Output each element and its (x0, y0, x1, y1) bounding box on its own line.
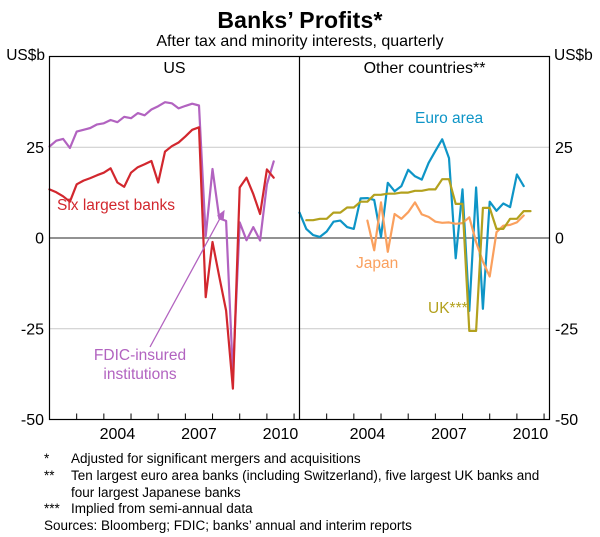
y-tick-label-left-25: 25 (26, 140, 44, 157)
series-label-six-largest-banks: Six largest banks (57, 197, 176, 214)
x-tick-label-2007: 2007 (431, 426, 467, 443)
footnote-marker: * (44, 451, 50, 466)
footnote-marker: *** (44, 501, 60, 517)
footnote-text: Ten largest euro area banks (including S… (71, 467, 540, 500)
x-tick-label-2004: 2004 (100, 426, 136, 443)
series-label-fdic-insured-institutions: FDIC-insured institutions (93, 347, 187, 383)
footnote-row: ** Ten largest euro area banks (includin… (44, 468, 564, 502)
footnote-row: * Adjusted for significant mergers and a… (44, 451, 564, 468)
footnotes: * Adjusted for significant mergers and a… (44, 451, 564, 535)
panel-title-other-countries: Other countries** (363, 60, 486, 77)
x-tick-label-2010: 2010 (263, 426, 299, 443)
y-tick-label-right-0: 0 (555, 231, 564, 248)
y-tick-label-left--25: -25 (21, 321, 44, 338)
x-tick-label-2004: 2004 (350, 426, 386, 443)
series-label-euro-area: Euro area (415, 110, 484, 127)
series-label-japan: Japan (356, 255, 399, 272)
chart-subtitle: After tax and minority interests, quarte… (156, 33, 444, 50)
x-tick-label-2010: 2010 (513, 426, 549, 443)
footnote-text: Adjusted for significant mergers and acq… (71, 451, 361, 466)
y-tick-label-left-0: 0 (35, 231, 44, 248)
y-tick-label-right--50: -50 (555, 412, 578, 429)
x-tick-label-2007: 2007 (181, 426, 217, 443)
series-line-japan (366, 201, 525, 278)
footnote-text: Implied from semi-annual data (71, 501, 253, 517)
panel-title-us: US (163, 60, 186, 77)
series-label-uk: UK*** (428, 300, 468, 317)
series-line-uk (305, 178, 532, 332)
y-tick-label-right--25: -25 (555, 321, 578, 338)
chart-title: Banks’ Profits* (217, 7, 383, 33)
series-line-six-largest-banks (48, 126, 275, 390)
footnote-row: *** Implied from semi-annual data (44, 501, 564, 518)
y-axis-unit-left: US$b (6, 47, 45, 64)
footnote-marker: ** (44, 467, 55, 483)
sources-line: Sources: Bloomberg; FDIC; banks’ annual … (44, 518, 412, 534)
series-line-euro-area (298, 138, 525, 313)
y-tick-label-left--50: -50 (21, 412, 44, 429)
fdic-annotation-arrow (149, 209, 225, 348)
y-tick-label-right-25: 25 (555, 140, 573, 157)
y-axis-unit-right: US$b (554, 47, 593, 64)
